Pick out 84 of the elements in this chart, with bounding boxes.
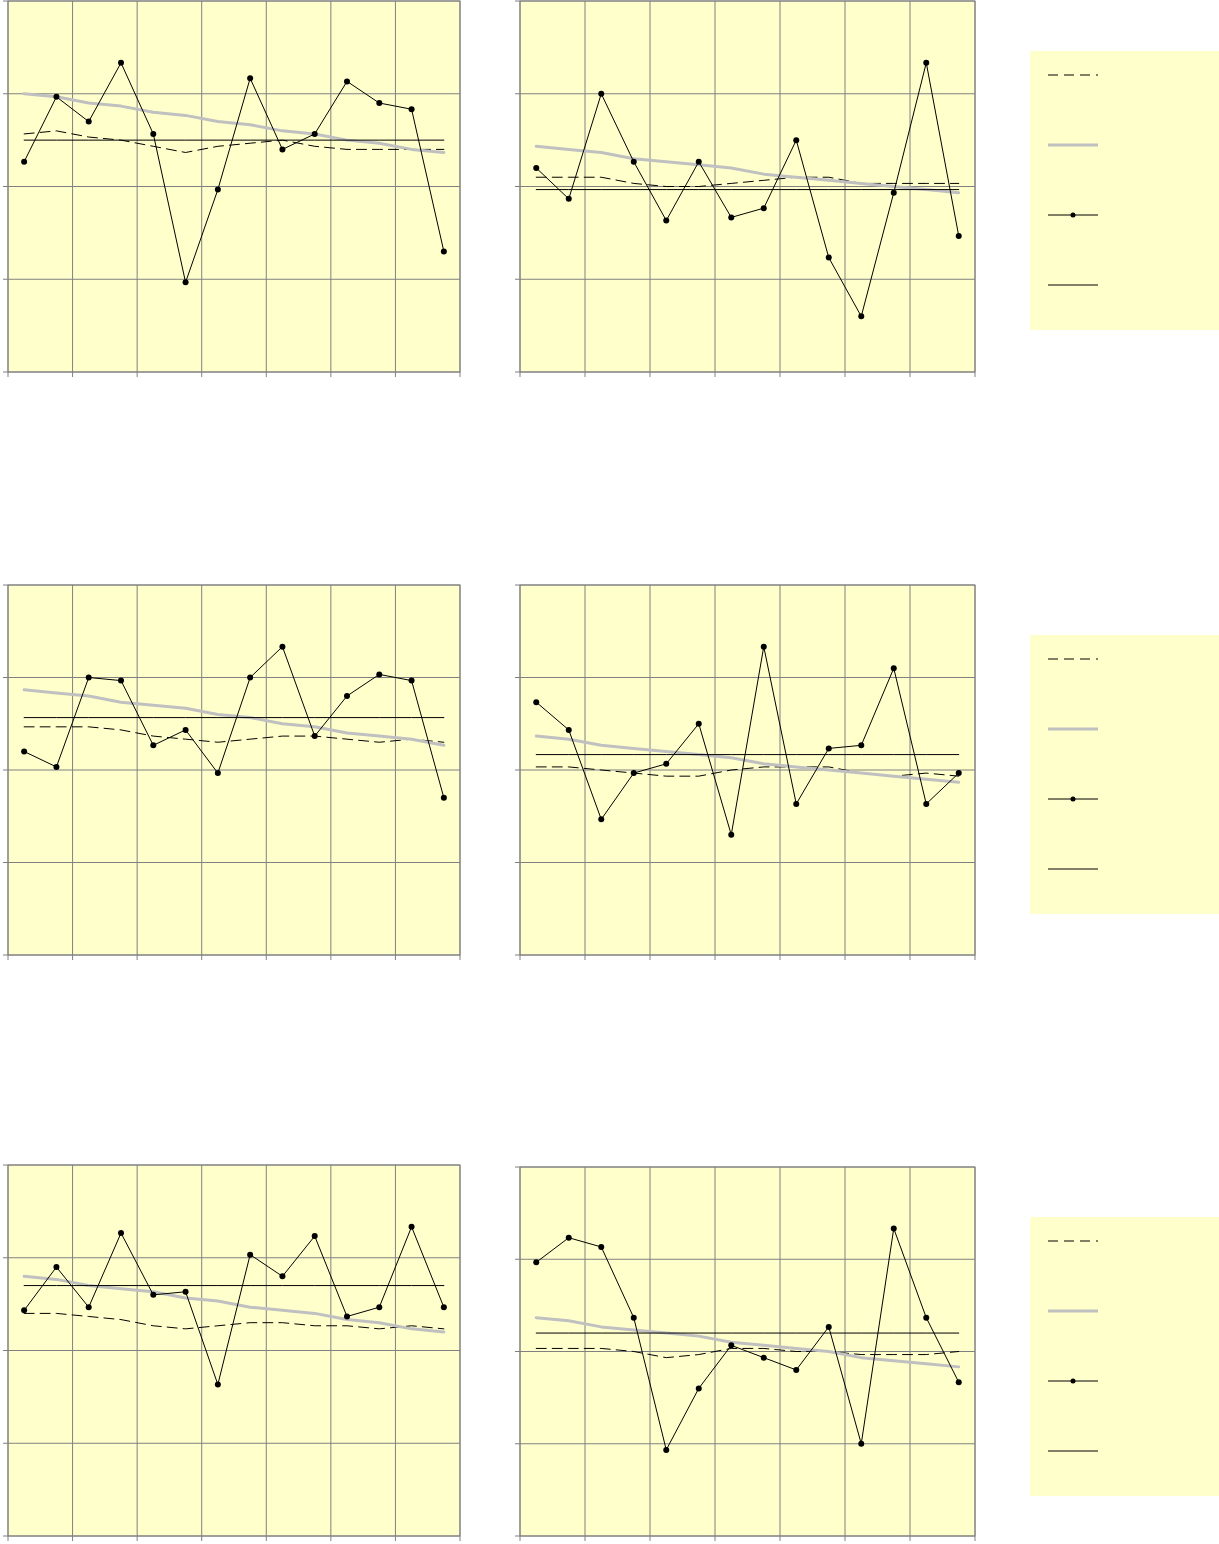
point [890, 189, 897, 196]
point [21, 748, 28, 755]
point [85, 674, 92, 681]
point [858, 313, 865, 320]
point [279, 1273, 286, 1280]
point [214, 1381, 221, 1388]
point [214, 186, 221, 193]
point [408, 677, 415, 684]
point [279, 146, 286, 153]
point [890, 665, 897, 672]
point [825, 1323, 832, 1330]
point [150, 130, 157, 137]
point [376, 671, 383, 678]
point [247, 75, 254, 82]
point [565, 195, 572, 202]
point [728, 1342, 735, 1349]
point [85, 118, 92, 125]
point [858, 742, 865, 749]
point [923, 1314, 930, 1321]
point [440, 1304, 447, 1311]
point [440, 794, 447, 801]
point [53, 93, 60, 100]
point [440, 248, 447, 255]
point [21, 158, 28, 165]
point [533, 164, 540, 171]
point [118, 677, 124, 684]
point [825, 254, 832, 261]
point [923, 800, 930, 807]
point [565, 726, 572, 733]
point [695, 720, 702, 727]
point [53, 1264, 60, 1271]
point [955, 770, 962, 777]
point [247, 1251, 254, 1258]
point [118, 1230, 124, 1237]
point [182, 1288, 189, 1295]
point [858, 1440, 865, 1447]
point [344, 1313, 350, 1320]
point [825, 745, 832, 752]
point [376, 100, 383, 107]
point [311, 733, 318, 740]
point [150, 742, 157, 749]
point [630, 770, 637, 777]
point [630, 158, 637, 165]
point [598, 90, 605, 97]
point [21, 1307, 28, 1314]
point [533, 699, 540, 706]
point [760, 205, 767, 212]
point [214, 770, 221, 777]
point [311, 130, 318, 137]
point [598, 1243, 605, 1250]
point [793, 137, 800, 144]
point [182, 726, 189, 733]
point [695, 158, 702, 165]
point [598, 816, 605, 823]
point [923, 59, 930, 66]
point [955, 1379, 962, 1386]
point [344, 693, 350, 699]
point [85, 1304, 92, 1311]
point [311, 1233, 318, 1240]
point [565, 1234, 572, 1241]
point [793, 1366, 800, 1373]
point [279, 643, 286, 650]
point [760, 1354, 767, 1361]
point [695, 1385, 702, 1392]
point [150, 1291, 157, 1298]
point [793, 800, 800, 807]
point [344, 78, 350, 85]
point [182, 279, 189, 286]
point [533, 1259, 540, 1266]
point [663, 760, 670, 767]
point [890, 1225, 897, 1232]
point [247, 674, 254, 681]
point [53, 763, 60, 770]
point [760, 643, 767, 650]
point [955, 232, 962, 239]
point [118, 59, 124, 66]
point [376, 1304, 383, 1311]
point [630, 1314, 637, 1321]
point [408, 1223, 415, 1230]
point [728, 214, 735, 221]
point [663, 217, 670, 224]
point [408, 106, 415, 113]
point [663, 1446, 670, 1453]
point [728, 831, 735, 838]
